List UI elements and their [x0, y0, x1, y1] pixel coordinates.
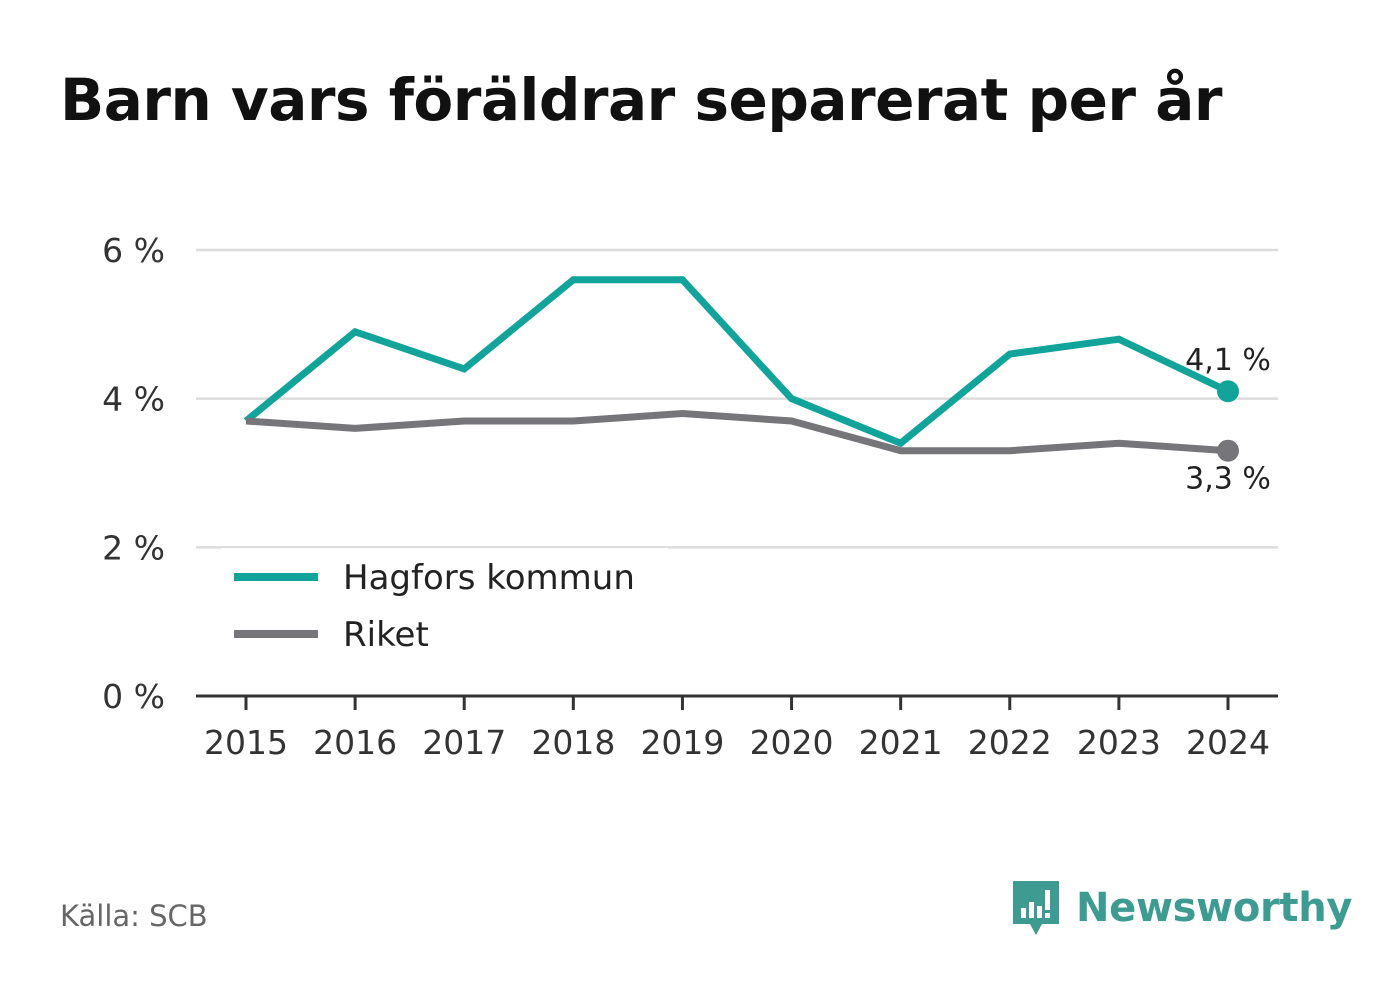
y-tick-label: 6 %: [102, 231, 165, 270]
x-tick-label: 2015: [204, 723, 288, 762]
legend-label: Hagfors kommun: [343, 558, 635, 598]
x-tick-label: 2023: [1077, 723, 1161, 762]
legend-background: [222, 548, 668, 666]
x-tick-label: 2020: [750, 723, 834, 762]
x-axis: 2015 2016 2017 2018 2019 2020 2021 2022 2023 2024: [196, 694, 1278, 762]
legend: Hagfors kommun Riket: [234, 558, 635, 655]
x-tick-label: 2016: [313, 723, 397, 762]
chart-title: Barn vars föräldrar separerat per år: [60, 66, 1222, 134]
x-tick-label: 2019: [640, 723, 724, 762]
x-tick-label: 2018: [531, 723, 615, 762]
bar-chart-speech-bubble-icon: [1013, 881, 1059, 935]
y-tick-label: 2 %: [102, 528, 165, 567]
y-tick-label: 4 %: [102, 380, 165, 419]
end-marker: [1217, 380, 1239, 403]
y-axis-ticks: 0 % 2 % 4 % 6 %: [102, 231, 165, 716]
end-value-label: 4,1 %: [1185, 343, 1271, 378]
legend-label: Riket: [343, 615, 429, 655]
y-tick-label: 0 %: [102, 677, 165, 716]
x-tick-label: 2021: [859, 723, 943, 762]
x-tick-label: 2022: [968, 723, 1052, 762]
brand-logo: Newsworthy: [1010, 878, 1353, 938]
gridlines: [196, 248, 1278, 549]
x-tick-label: 2024: [1186, 723, 1270, 762]
series-lines: 4,1 % 3,3 %: [243, 276, 1271, 497]
end-value-label: 3,3 %: [1185, 462, 1271, 497]
series-line-riket: [245, 410, 1229, 455]
series-line-hagfors-kommun: [243, 276, 1230, 448]
source-note: Källa: SCB: [60, 899, 208, 933]
brand-name: Newsworthy: [1076, 885, 1353, 931]
end-marker: [1217, 439, 1239, 462]
x-tick-label: 2017: [422, 723, 506, 762]
